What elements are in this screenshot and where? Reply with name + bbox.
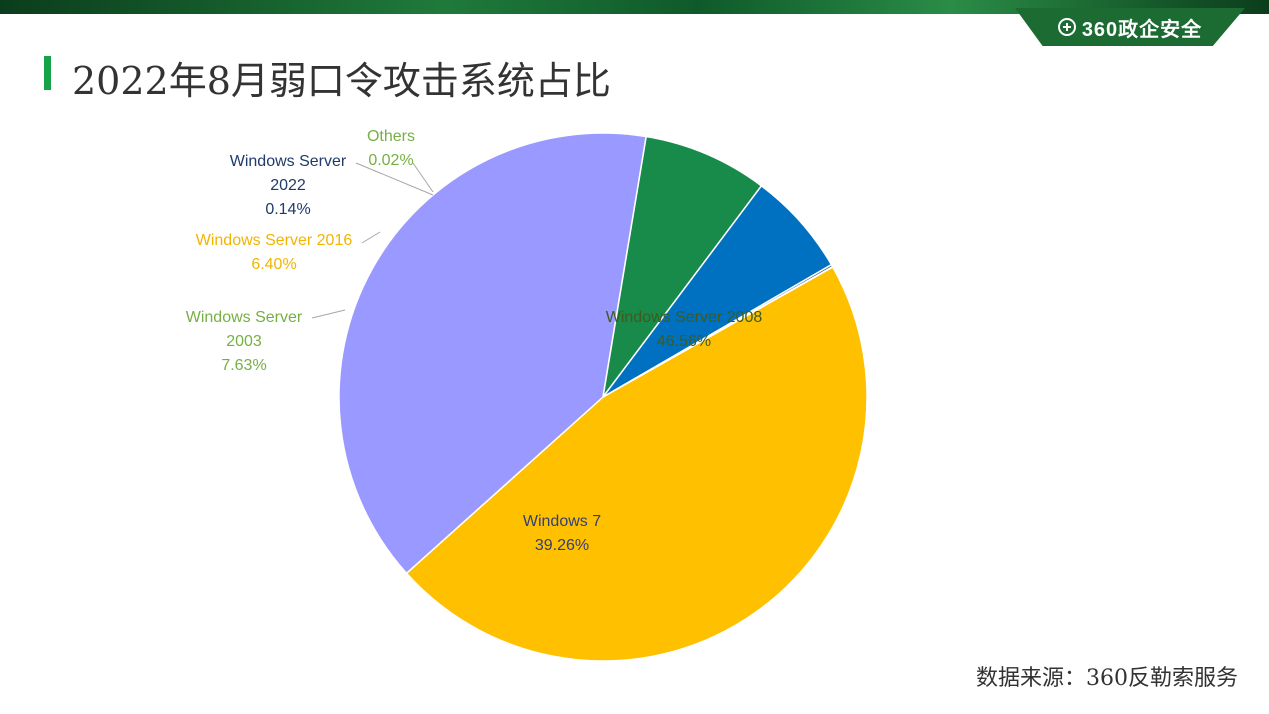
data-label-value-windows-server-2008: 46.56%	[657, 333, 711, 350]
pie-slice-windows-server-2003	[602, 135, 763, 398]
data-label-name-windows-server-2008: Windows Server 2008	[606, 309, 763, 326]
leader-line-others	[412, 162, 434, 193]
data-label-value-others: 0.02%	[368, 152, 413, 169]
data-label-name-windows-server-2016: Windows Server 2016	[196, 232, 353, 249]
pie-slice-others	[602, 265, 834, 398]
brand-name: 360政企安全	[1081, 18, 1203, 41]
leader-line-windows-server-2016	[361, 231, 381, 244]
leader-line-windows-server-2003	[311, 309, 346, 319]
data-label-value-windows-7: 39.26%	[535, 537, 589, 554]
leader-line-windows-server-2022	[355, 162, 434, 196]
data-label-name-windows-server-2003: 2003	[226, 333, 262, 350]
data-label-name-windows-server-2022: 2022	[270, 177, 306, 194]
data-label-value-windows-server-2003: 7.63%	[221, 357, 266, 374]
plus-circle-icon	[1057, 18, 1076, 36]
pie-slice-windows-server-2008	[405, 265, 868, 662]
data-label-value-windows-server-2022: 0.14%	[265, 201, 310, 218]
source-note: 数据来源：360反勒索服务	[976, 666, 1238, 691]
top-banner	[0, 0, 1269, 14]
data-label-name-others: Others	[367, 128, 415, 145]
brand-logo: 360政企安全	[1015, 8, 1245, 46]
page-title: 2022年8月弱口令攻击系统占比	[72, 59, 611, 103]
data-label-name-windows-server-2022: Windows Server	[230, 153, 347, 170]
title-accent-bar	[44, 56, 51, 90]
data-label-name-windows-server-2003: Windows Server	[186, 309, 303, 326]
pie-slice-windows-7	[338, 132, 648, 575]
data-label-name-windows-7: Windows 7	[523, 513, 601, 530]
data-label-value-windows-server-2016: 6.40%	[251, 256, 296, 273]
